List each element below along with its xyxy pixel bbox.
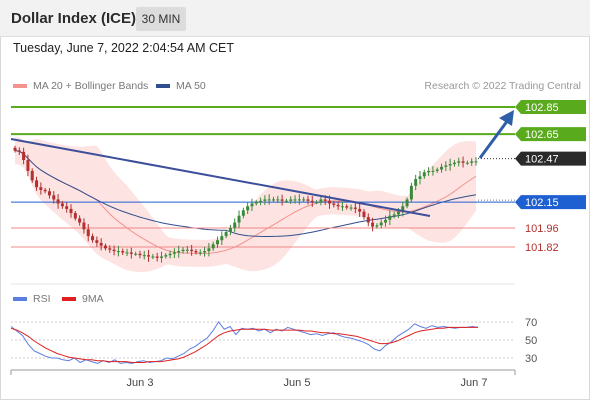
- copyright-text: Research © 2022 Trading Central: [424, 80, 581, 92]
- instrument-title: Dollar Index (ICE): [11, 10, 137, 27]
- ma20-label: MA 20 + Bollinger Bands: [33, 80, 149, 92]
- timestamp: Tuesday, June 7, 2022 2:04:54 AM CET: [13, 41, 234, 55]
- ma20-swatch: [13, 84, 27, 89]
- ma50-swatch: [156, 84, 170, 89]
- rsi-label: RSI: [33, 293, 51, 305]
- rsi-swatch: [13, 297, 27, 302]
- legend-rsi: RSI: [13, 293, 51, 305]
- legend-ma50: MA 50: [156, 80, 206, 92]
- 9ma-label: 9MA: [82, 293, 104, 305]
- timeframe-button[interactable]: 30 MIN: [136, 7, 186, 31]
- chart-header: Dollar Index (ICE) 30 MIN: [0, 0, 590, 37]
- ma50-label: MA 50: [176, 80, 206, 92]
- legend-ma20: MA 20 + Bollinger Bands: [13, 80, 148, 92]
- legend-9ma: 9MA: [62, 293, 104, 305]
- 9ma-swatch: [62, 297, 76, 302]
